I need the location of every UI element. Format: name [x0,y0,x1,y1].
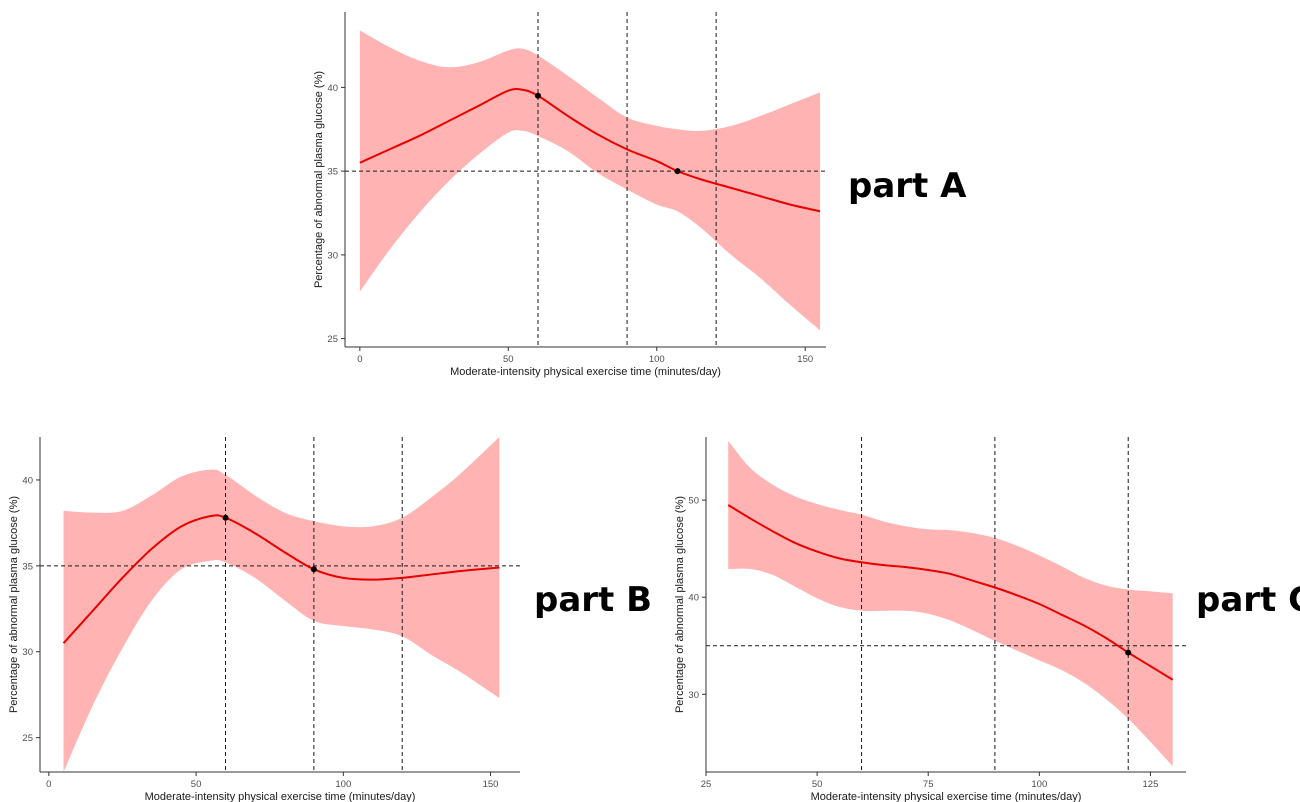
y-tick-label-b: 30 [22,647,33,658]
intersection-point-b [222,514,229,521]
y-axis-label-a: Percentage of abnormal plasma glucose (%… [313,71,325,288]
x-tick-label-c: 125 [1143,779,1159,790]
fitted-line-b [62,514,500,644]
y-tick-label-a: 30 [327,250,338,261]
y-tick-label-a: 25 [327,334,338,345]
x-tick-label-c: 100 [1031,779,1047,790]
y-tick-label-b: 35 [22,561,33,572]
fitted-line-a [359,87,821,213]
x-tick-label-a: 100 [649,354,665,365]
x-tick-label-b: 0 [46,779,51,790]
x-tick-label-c: 25 [701,779,712,790]
y-tick-label-a: 40 [327,83,338,94]
x-tick-label-a: 150 [797,354,813,365]
confidence-band-b [63,437,500,772]
x-tick-label-b: 100 [335,779,351,790]
part-a-label: part A [848,166,967,206]
y-tick-label-c: 50 [688,496,699,507]
y-tick-label-c: 30 [688,690,699,701]
x-axis-label-b: Moderate-intensity physical exercise tim… [145,791,416,802]
y-tick-label-a: 35 [327,167,338,178]
intersection-point-b [310,566,317,573]
y-axis-label-c: Percentage of abnormal plasma glucose (%… [674,496,686,713]
confidence-band-a [359,30,821,331]
y-tick-label-b: 25 [22,733,33,744]
confidence-band-c [728,440,1173,767]
y-tick-label-b: 40 [22,475,33,486]
part-c-label: part C [1196,580,1300,620]
fitted-line-c [727,504,1174,681]
x-tick-label-a: 50 [503,354,514,365]
x-tick-label-a: 0 [357,354,362,365]
x-axis-label-c: Moderate-intensity physical exercise tim… [811,791,1082,802]
part-b-label: part B [534,580,653,620]
y-tick-label-c: 40 [688,593,699,604]
intersection-point-c [1125,649,1132,656]
x-tick-label-b: 50 [191,779,202,790]
x-tick-label-c: 75 [923,779,934,790]
x-axis-label-a: Moderate-intensity physical exercise tim… [450,366,721,378]
intersection-point-a [674,168,681,175]
x-tick-label-c: 50 [812,779,823,790]
intersection-point-a [534,92,541,99]
x-tick-label-b: 150 [483,779,499,790]
y-axis-label-b: Percentage of abnormal plasma glucose (%… [8,496,20,713]
